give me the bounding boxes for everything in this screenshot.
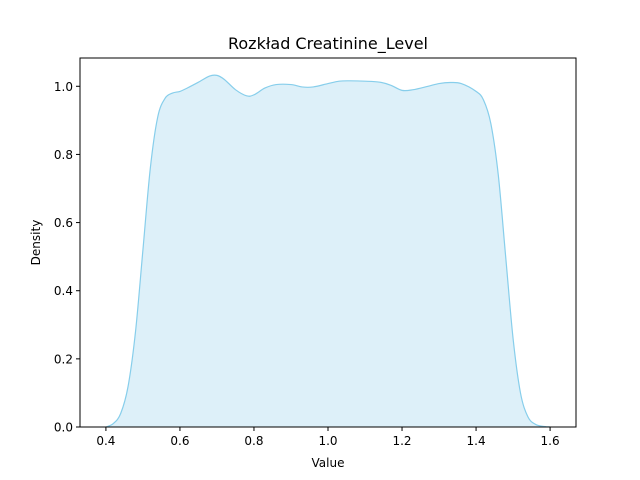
y-axis-label: Density (29, 220, 43, 266)
chart-title: Rozkład Creatinine_Level (228, 34, 428, 54)
plot-fill-layer (105, 74, 551, 428)
y-tick-label: 0.8 (54, 148, 73, 162)
x-tick-label: 1.0 (318, 434, 337, 448)
x-tick-label: 1.2 (392, 434, 411, 448)
y-tick-label: 0.4 (54, 284, 73, 298)
ticks-layer: 0.4 0.6 0.8 1.0 1.2 1.4 1.6 0.0 0.2 0.4 0.6 0.8 1.0 (54, 80, 560, 448)
x-tick-label: 1.4 (467, 434, 486, 448)
x-tick-label: 0.8 (244, 434, 263, 448)
y-tick-label: 0.2 (54, 352, 73, 366)
density-area-fill-0 (105, 75, 551, 427)
y-tick-label: 0.0 (54, 421, 73, 435)
x-tick-label: 0.4 (96, 434, 115, 448)
y-tick-label: 1.0 (54, 80, 73, 94)
x-tick-label: 0.6 (170, 434, 189, 448)
y-tick-label: 0.6 (54, 216, 73, 230)
x-axis-label: Value (312, 456, 345, 470)
density-line-0 (105, 74, 551, 428)
axes-frame (79, 57, 577, 428)
x-tick-label: 1.6 (541, 434, 560, 448)
